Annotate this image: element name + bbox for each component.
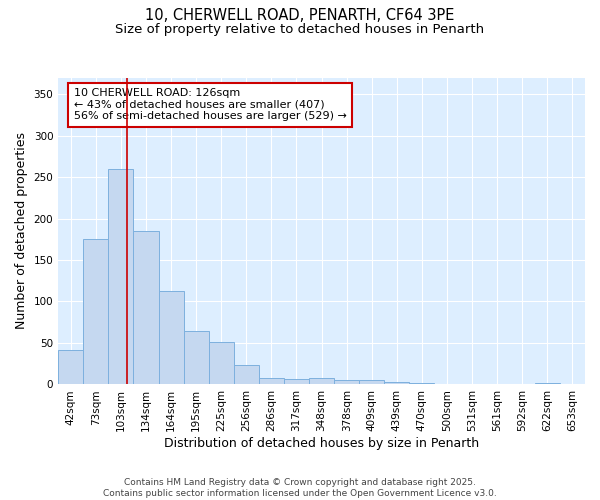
Bar — [133, 231, 158, 384]
Y-axis label: Number of detached properties: Number of detached properties — [15, 132, 28, 330]
Bar — [209, 342, 234, 384]
Bar — [359, 380, 385, 384]
Text: Size of property relative to detached houses in Penarth: Size of property relative to detached ho… — [115, 22, 485, 36]
Bar — [385, 382, 409, 384]
Bar — [58, 350, 83, 384]
Text: Contains HM Land Registry data © Crown copyright and database right 2025.
Contai: Contains HM Land Registry data © Crown c… — [103, 478, 497, 498]
Text: 10, CHERWELL ROAD, PENARTH, CF64 3PE: 10, CHERWELL ROAD, PENARTH, CF64 3PE — [145, 8, 455, 22]
Bar — [309, 378, 334, 384]
Bar — [409, 383, 434, 384]
Bar — [83, 240, 109, 384]
Bar — [259, 378, 284, 384]
Bar — [284, 378, 309, 384]
Bar — [535, 383, 560, 384]
Bar — [234, 364, 259, 384]
Bar — [184, 330, 209, 384]
Text: 10 CHERWELL ROAD: 126sqm
← 43% of detached houses are smaller (407)
56% of semi-: 10 CHERWELL ROAD: 126sqm ← 43% of detach… — [74, 88, 347, 122]
Bar — [109, 169, 133, 384]
Bar — [334, 380, 359, 384]
X-axis label: Distribution of detached houses by size in Penarth: Distribution of detached houses by size … — [164, 437, 479, 450]
Bar — [158, 290, 184, 384]
